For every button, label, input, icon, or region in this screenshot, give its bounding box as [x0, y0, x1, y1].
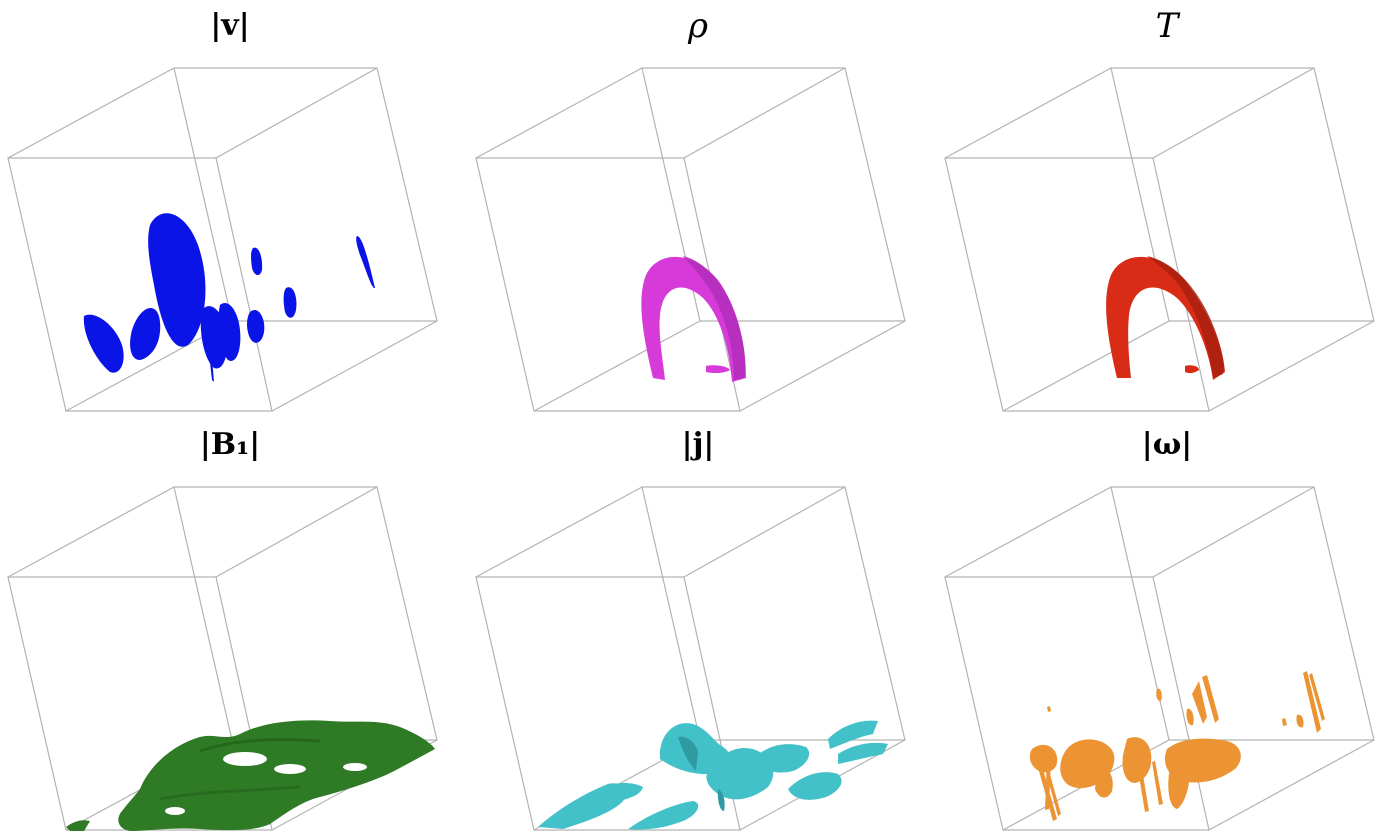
cube-current-density: [475, 486, 906, 831]
cube-velocity: [7, 67, 438, 412]
panel-velocity: |v|: [0, 0, 460, 418]
isosurface-current-density: [538, 720, 888, 830]
isosurface-magnetic-field: [66, 720, 436, 831]
panel-title-temperature: T: [1155, 6, 1179, 46]
cube-magnetic-field: [7, 486, 438, 831]
panel-magnetic-field: |B₁|: [0, 419, 460, 837]
panel-title-current-density: |j|: [681, 427, 715, 462]
isosurface-density: [641, 256, 746, 382]
cube-edges: [475, 67, 906, 412]
panel-title-magnetic-field: |B₁|: [199, 427, 261, 462]
isosurface-temperature: [1106, 256, 1225, 380]
cube-density: [475, 67, 906, 412]
panel-temperature: T: [937, 0, 1385, 418]
cube-temperature: [944, 67, 1375, 412]
panel-title-velocity: |v|: [210, 8, 250, 43]
panel-current-density: |j|: [468, 419, 928, 837]
isosurface-velocity: [83, 213, 375, 382]
cube-edges: [944, 486, 1375, 831]
cube-vorticity: [944, 486, 1375, 831]
panel-density: ρ: [468, 0, 928, 418]
panel-vorticity: |ω|: [937, 419, 1385, 837]
panel-title-density: ρ: [688, 6, 708, 46]
cube-edges: [944, 67, 1375, 412]
isosurface-vorticity: [1029, 671, 1325, 821]
panel-title-vorticity: |ω|: [1141, 427, 1193, 462]
